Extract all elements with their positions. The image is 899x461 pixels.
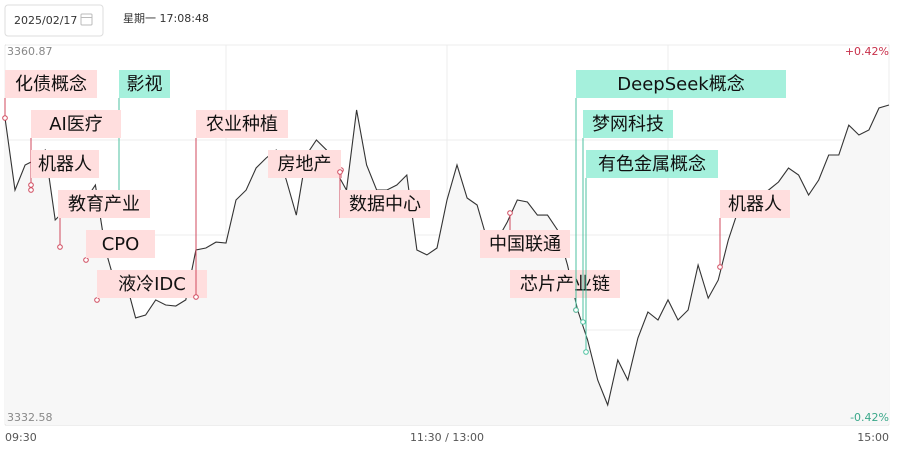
annotation-dot	[94, 297, 100, 303]
annotation-label: 影视	[127, 74, 163, 95]
annotation-dot	[337, 169, 343, 175]
y2-tick-label: -0.42%	[850, 411, 889, 424]
annotation-box	[196, 110, 288, 138]
annotation-box	[31, 150, 99, 178]
annotation-dot	[2, 115, 8, 121]
annotation-box	[586, 150, 718, 178]
annotation-dot	[507, 210, 513, 216]
annotation-box	[5, 70, 97, 98]
annotation-label: 数据中心	[349, 194, 421, 215]
annotation-label: 教育产业	[68, 194, 140, 215]
annotation-box	[576, 70, 786, 98]
y-tick-label: 3332.58	[7, 411, 53, 424]
date: 2025/02/17	[14, 14, 77, 27]
annotation-label: 液冷IDC	[118, 274, 186, 295]
x-tick-label: 09:30	[5, 431, 37, 444]
annotation-label: AI医疗	[49, 114, 103, 135]
annotation-box	[480, 230, 570, 258]
annotation-dot	[57, 244, 63, 250]
annotation-dot	[583, 349, 589, 355]
annotation-dot	[573, 307, 579, 313]
annotation-label: CPO	[102, 234, 140, 255]
annotation-box	[58, 190, 150, 218]
annotation-label: 芯片产业链	[520, 274, 610, 295]
annotation-dot	[580, 319, 586, 325]
y2-tick-label: +0.42%	[845, 45, 889, 58]
annotation-label: 机器人	[38, 154, 92, 175]
annotation-box	[268, 150, 341, 178]
annotation-box	[510, 270, 620, 298]
annotation-box	[119, 70, 170, 98]
annotation-box	[31, 110, 121, 138]
annotation-label: 中国联通	[489, 234, 561, 255]
annotation-label: 房地产	[278, 154, 332, 175]
annotation-box	[340, 190, 430, 218]
annotation-label: 有色金属概念	[598, 153, 706, 175]
annotation-label: DeepSeek概念	[617, 73, 744, 95]
y-tick-label: 3360.87	[7, 45, 53, 58]
annotation-label: 农业种植	[206, 114, 278, 135]
weekday-time: 星期一 17:08:48	[123, 12, 209, 25]
annotation-dot	[83, 257, 89, 263]
annotation-dot	[717, 264, 723, 270]
annotation-box	[97, 270, 207, 298]
annotation-box	[720, 190, 790, 218]
x-tick-label: 11:30 / 13:00	[410, 431, 484, 444]
x-tick-label: 15:00	[857, 431, 889, 444]
annotation-label: 梦网科技	[592, 114, 664, 135]
area	[5, 105, 889, 425]
annotation-box	[583, 110, 673, 138]
annotation-dot	[28, 182, 34, 188]
calendar-icon	[80, 13, 93, 26]
annotation-box	[86, 230, 155, 258]
annotation-label: 机器人	[728, 194, 782, 215]
annotation-dot	[28, 187, 34, 193]
annotation-label: 化债概念	[15, 73, 87, 95]
annotation-dot	[193, 294, 199, 300]
date-picker[interactable]	[4, 4, 104, 37]
